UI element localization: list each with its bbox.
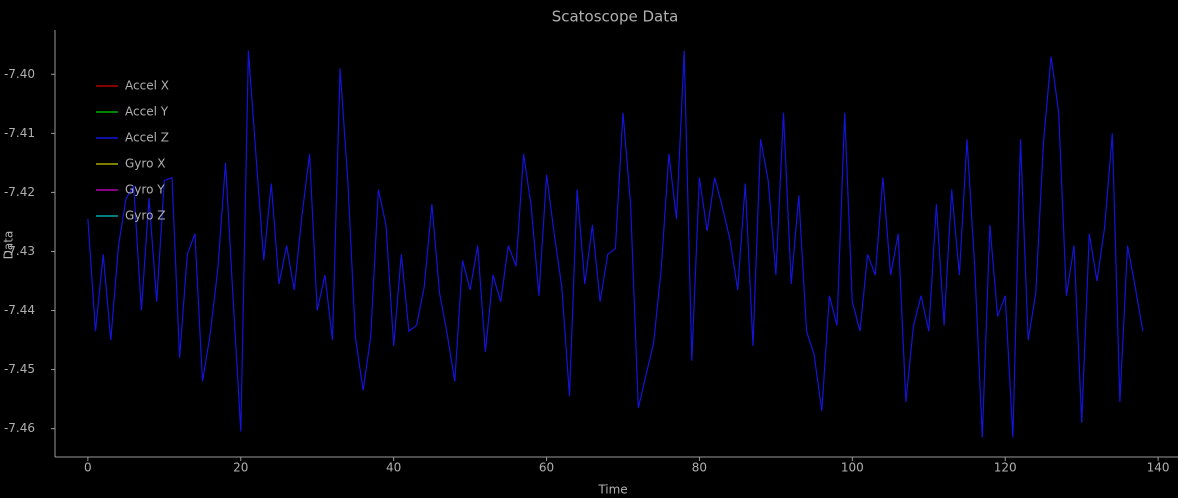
x-tick-label: 140 [1147,461,1170,475]
legend-label: Gyro X [125,157,165,171]
legend-label: Gyro Y [125,183,165,197]
legend-label: Gyro Z [125,209,165,223]
x-tick-label: 120 [994,461,1017,475]
data-line [87,50,1144,438]
y-tick-label: -7.41 [4,126,35,140]
legend-label: Accel Y [125,105,169,119]
y-tick-label: -7.45 [4,362,35,376]
x-tick-label: 20 [233,461,248,475]
y-axis-label: Data [2,231,16,260]
chart-title: Scatoscope Data [552,8,679,26]
y-tick-label: -7.40 [4,67,35,81]
y-tick-label: -7.46 [4,421,35,435]
y-tick-label: -7.42 [4,185,35,199]
y-tick-label: -7.43 [4,244,35,258]
x-axis-label: Time [597,483,627,497]
legend-label: Accel Z [125,131,169,145]
x-tick-label: 0 [84,461,92,475]
x-tick-label: 40 [386,461,401,475]
x-tick-label: 80 [692,461,707,475]
x-tick-label: 100 [841,461,864,475]
legend-label: Accel X [125,79,169,93]
x-tick-label: 60 [539,461,554,475]
y-tick-label: -7.44 [4,303,35,317]
